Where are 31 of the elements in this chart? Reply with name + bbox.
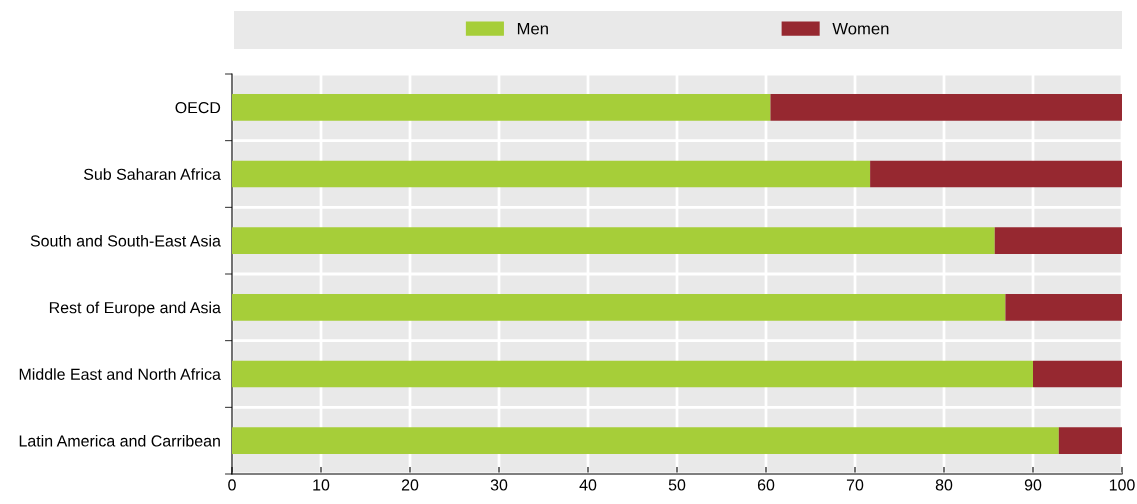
legend-label: Men (517, 22, 548, 35)
x-tick-label: 80 (935, 479, 953, 491)
x-tick-label: 90 (1024, 479, 1042, 491)
x-tick-label: 30 (490, 479, 508, 491)
x-tick-label: 10 (313, 479, 330, 491)
bar (232, 427, 1059, 454)
y-tick-label: OECD (175, 101, 221, 114)
bar (232, 227, 995, 254)
bar (1005, 294, 1122, 321)
bar (232, 160, 871, 188)
x-tick-label: 20 (401, 479, 419, 491)
x-tick-label: 100 (1109, 479, 1135, 491)
y-tick-label: Sub Saharan Africa (83, 168, 221, 180)
bar (1033, 360, 1122, 388)
x-tick-label: 0 (228, 479, 236, 491)
bar (1058, 427, 1122, 454)
legend-label: Women (832, 22, 889, 35)
bar (232, 94, 771, 121)
x-tick-label: 70 (846, 479, 864, 491)
y-tick-label: Rest of Europe and Asia (49, 301, 221, 317)
bar (870, 160, 1122, 188)
bar (994, 227, 1122, 254)
x-tick-label: 50 (668, 479, 686, 491)
bar (770, 94, 1122, 121)
y-tick-label: Middle East and North Africa (19, 368, 221, 380)
y-tick-label: Latin America and Carribean (19, 434, 220, 447)
x-tick-label: 40 (579, 479, 597, 491)
bar (232, 360, 1033, 388)
bar (232, 294, 1006, 321)
y-tick-label: South and South-East Asia (30, 234, 221, 247)
x-tick-label: 60 (757, 479, 775, 491)
